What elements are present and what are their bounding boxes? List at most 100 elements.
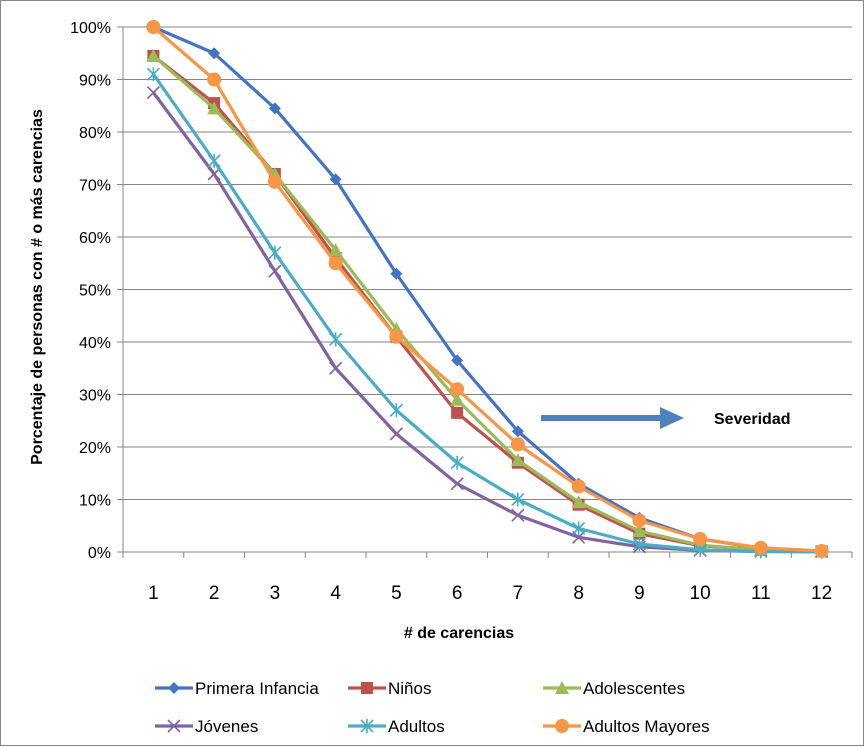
data-point	[146, 20, 161, 34]
data-point	[328, 256, 343, 271]
legend-swatch-marker	[555, 719, 569, 733]
data-point	[268, 102, 281, 115]
x-tick-label: 1	[148, 583, 159, 604]
data-point	[632, 513, 647, 528]
data-point	[510, 437, 525, 452]
x-tick-label: 2	[209, 583, 220, 604]
series-primera-infancia	[147, 21, 828, 557]
legend-label: Primera Infancia	[195, 679, 319, 698]
y-tick-label: 0%	[88, 545, 111, 562]
data-point	[146, 48, 161, 62]
legend-swatch-marker	[555, 681, 569, 694]
x-tick-label: 10	[690, 583, 711, 604]
data-point	[753, 540, 768, 555]
series-line	[152, 25, 822, 553]
x-tick-label: 4	[330, 583, 341, 604]
legend-swatch-marker	[167, 719, 181, 733]
data-point	[451, 354, 464, 367]
severity-arrow-head	[660, 407, 684, 429]
y-axis-ticks: 0% 10% 20% 30% 40% 50% 60% 70% 80% 90% 100%	[70, 20, 111, 562]
data-point	[208, 47, 221, 60]
y-tick-label: 10%	[79, 493, 111, 510]
x-tick-label: 8	[573, 583, 584, 604]
data-point	[389, 329, 404, 344]
data-point	[268, 264, 282, 278]
data-point	[389, 427, 403, 441]
data-point	[207, 153, 221, 168]
y-tick-label: 80%	[79, 125, 111, 142]
legend-label: Adultos Mayores	[583, 717, 710, 736]
data-point	[390, 267, 403, 280]
x-tick-label: 5	[391, 583, 402, 604]
x-axis-ticks: 1 2 3 4 5 6 7 8 9 10 11 12	[148, 583, 832, 604]
data-point	[328, 243, 343, 257]
legend-label: Jóvenes	[195, 717, 258, 736]
y-tick-label: 20%	[79, 440, 111, 457]
data-point	[329, 332, 343, 347]
data-point	[267, 174, 282, 189]
legend-swatch-marker	[361, 682, 373, 694]
x-tick-label: 6	[452, 583, 463, 604]
data-point	[814, 543, 829, 558]
data-point	[693, 531, 708, 546]
series-adultos-mayores	[146, 20, 829, 558]
data-point	[511, 508, 525, 522]
data-point	[389, 403, 403, 418]
data-point	[207, 72, 222, 87]
legend: Primera Infancia Niños Adolescentes Jóvenes…	[155, 679, 710, 736]
y-tick-label: 100%	[70, 20, 111, 37]
data-point	[451, 406, 464, 419]
data-point	[207, 101, 222, 115]
series-line	[152, 54, 822, 554]
series-jovenes	[146, 86, 829, 559]
x-axis-title: # de carencias	[404, 625, 514, 642]
legend-item-adolescentes: Adolescentes	[543, 679, 685, 698]
y-axis-title: Porcentaje de personas con # o más caren…	[29, 109, 46, 465]
data-point	[632, 537, 646, 552]
x-tick-label: 11	[751, 583, 771, 604]
x-tick-label: 3	[270, 583, 281, 604]
legend-label: Niños	[388, 679, 431, 698]
series-line	[152, 54, 822, 554]
severity-label: Severidad	[714, 411, 790, 428]
severity-annotation: Severidad	[541, 407, 790, 429]
legend-label: Adolescentes	[583, 679, 685, 698]
legend-item-jovenes: Jóvenes	[155, 717, 258, 736]
series-line	[152, 73, 822, 554]
series-line	[152, 25, 822, 553]
legend-swatch-marker	[168, 682, 180, 694]
data-point	[329, 361, 343, 375]
legend-item-adultos-mayores: Adultos Mayores	[543, 717, 710, 736]
data-point	[450, 382, 465, 397]
y-tick-label: 50%	[79, 283, 111, 300]
data-point	[571, 479, 586, 494]
y-tick-label: 90%	[79, 73, 111, 90]
series-adultos	[146, 67, 829, 559]
x-tick-label: 12	[811, 583, 832, 604]
data-point	[146, 67, 160, 82]
series-group	[146, 20, 829, 559]
data-point	[572, 521, 586, 536]
legend-item-primera-infancia: Primera Infancia	[155, 679, 319, 698]
data-point	[450, 455, 464, 470]
legend-swatch-marker	[360, 719, 374, 733]
data-point	[450, 477, 464, 491]
data-point	[511, 425, 524, 438]
y-tick-label: 60%	[79, 230, 111, 247]
y-tick-label: 70%	[79, 178, 111, 195]
y-tick-label: 40%	[79, 335, 111, 352]
x-tick-label: 9	[634, 583, 645, 604]
legend-item-ninos: Niños	[348, 679, 431, 698]
data-point	[146, 86, 160, 100]
data-point	[511, 492, 525, 507]
x-tick-label: 7	[513, 583, 524, 604]
data-point	[329, 173, 342, 186]
legend-item-adultos: Adultos	[348, 717, 445, 736]
data-point	[268, 245, 282, 260]
y-tick-label: 30%	[79, 388, 111, 405]
legend-label: Adultos	[388, 717, 445, 736]
data-point	[450, 392, 465, 406]
data-point	[632, 524, 647, 537]
